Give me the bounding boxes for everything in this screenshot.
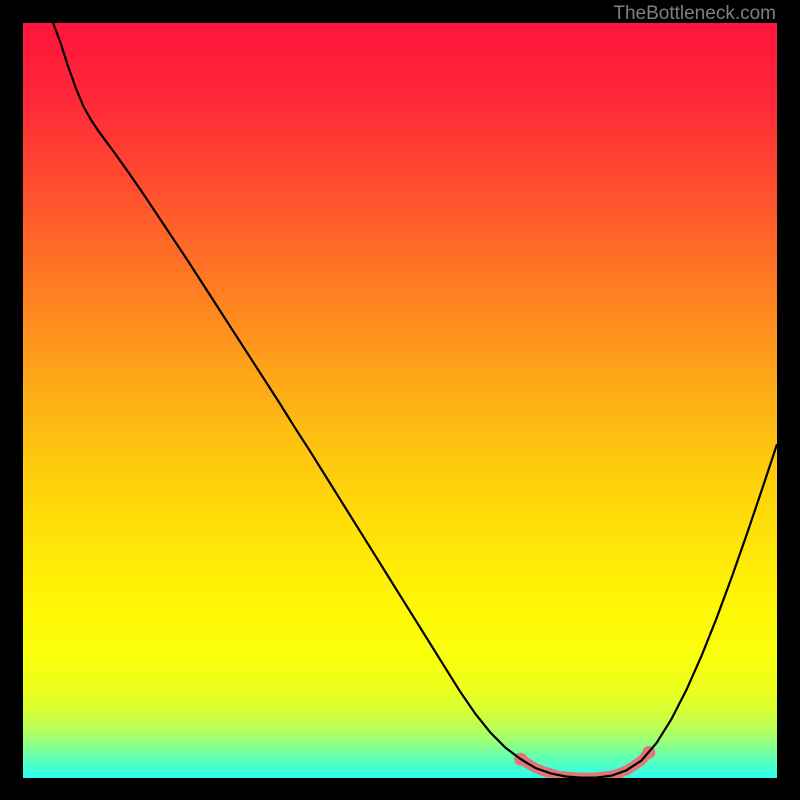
watermark-text: TheBottleneck.com — [613, 3, 776, 25]
plot-area — [23, 23, 777, 778]
bottleneck-curve — [23, 23, 777, 778]
